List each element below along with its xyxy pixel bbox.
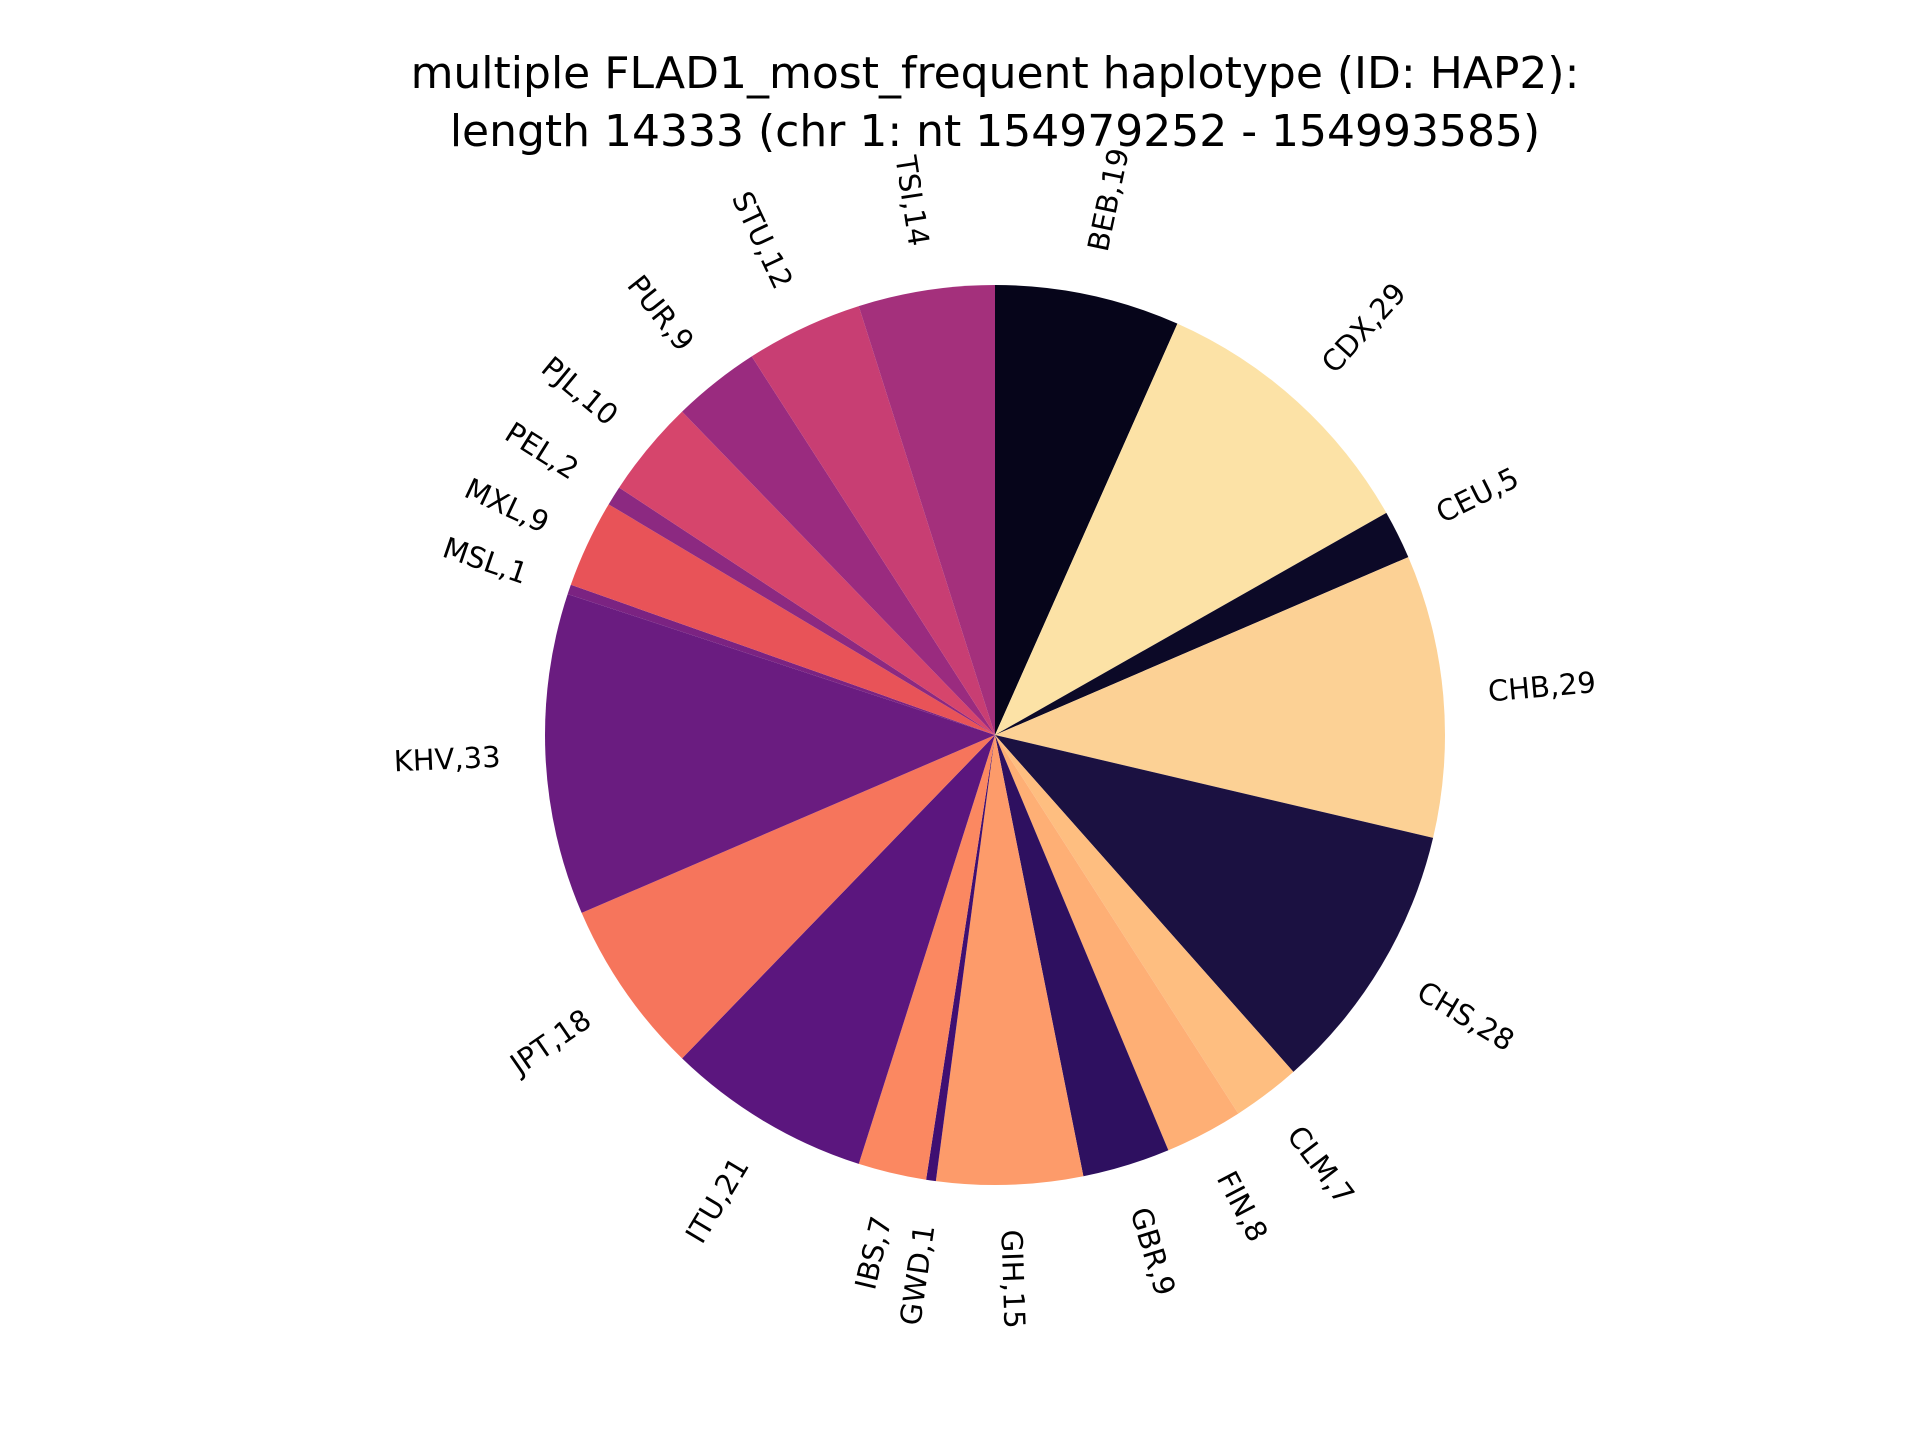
pie-slice-ceu — [995, 512, 1409, 735]
pie-label-clm: CLM,7 — [1280, 1119, 1361, 1211]
pie-slice-mxl — [570, 504, 995, 735]
pie-slice-ibs — [858, 735, 995, 1180]
pie-label-ceu: CEU,5 — [1431, 460, 1524, 529]
pie-label-khv: KHV,33 — [393, 740, 501, 779]
pie-slice-khv — [545, 594, 995, 913]
pie-slice-stu — [751, 306, 995, 735]
pie-slice-cdx — [995, 323, 1387, 735]
pie-label-pjl: PJL,10 — [535, 350, 625, 433]
pie-label-mxl: MXL,9 — [459, 471, 554, 540]
pie-label-gwd: GWD,1 — [893, 1223, 941, 1328]
chart-title-line-2: length 14333 (chr 1: nt 154979252 - 1549… — [449, 106, 1541, 157]
chart-title-line-1: multiple FLAD1_most_frequent haplotype (… — [410, 48, 1580, 99]
pie-label-gih: GIH,15 — [994, 1229, 1031, 1329]
pie-label-pel: PEL,2 — [499, 415, 585, 486]
pie-label-chs: CHS,28 — [1411, 974, 1520, 1058]
pie-slice-itu — [682, 735, 995, 1164]
pie-slice-fin — [995, 735, 1239, 1151]
pie-label-itu: ITU,21 — [679, 1151, 756, 1249]
pie-label-gbr: GBR,9 — [1123, 1203, 1182, 1299]
pie-label-msl: MSL,1 — [439, 530, 533, 590]
pie-slice-tsi — [858, 285, 995, 735]
pie-label-tsi: TSI,14 — [888, 153, 936, 249]
pie-slice-chs — [995, 735, 1434, 1072]
pie-slice-gwd — [926, 735, 995, 1182]
pie-slice-pur — [682, 356, 995, 735]
pie-slice-chb — [995, 557, 1446, 838]
pie-slice-pjl — [619, 411, 995, 735]
pie-label-chb: CHB,29 — [1487, 665, 1598, 708]
pie-slice-gih — [935, 735, 1084, 1185]
pie-label-pur: PUR,9 — [621, 269, 701, 358]
pie-label-cdx: CDX,29 — [1315, 276, 1413, 379]
pie-label-ibs: IBS,7 — [848, 1213, 898, 1293]
pie-label-jpt: JPT,18 — [502, 1002, 597, 1082]
pie-slice-pel — [608, 487, 995, 735]
pie-slice-msl — [567, 584, 995, 735]
pie-label-beb: BEB,19 — [1081, 145, 1136, 254]
pie-slice-clm — [995, 735, 1294, 1114]
pie-slice-jpt — [581, 735, 995, 1059]
pie-slice-gbr — [995, 735, 1169, 1177]
pie-label-stu: STU,12 — [725, 186, 800, 294]
pie-label-fin: FIN,8 — [1210, 1165, 1275, 1247]
pie-slice-beb — [995, 285, 1178, 735]
